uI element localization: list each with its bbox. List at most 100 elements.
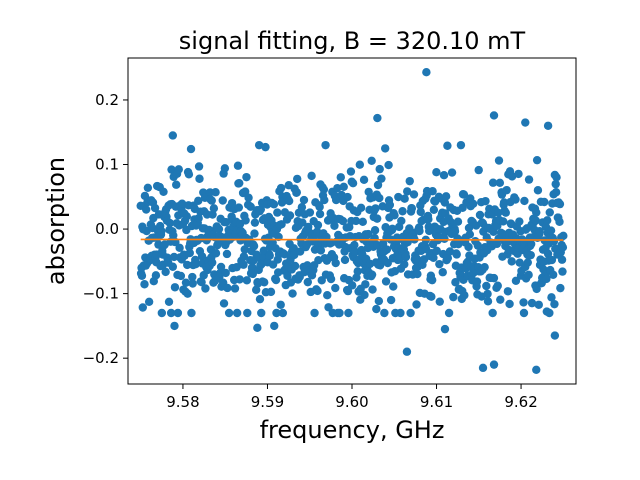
data-point — [519, 308, 529, 318]
data-point — [151, 271, 161, 280]
data-point — [511, 195, 520, 204]
data-point — [377, 174, 386, 183]
data-point — [183, 289, 192, 298]
data-point — [535, 227, 544, 236]
data-point — [351, 216, 361, 226]
data-point — [185, 248, 194, 258]
data-point — [390, 211, 399, 220]
data-point — [364, 229, 373, 239]
data-point — [482, 281, 491, 291]
data-point — [194, 162, 204, 171]
data-point — [201, 284, 210, 293]
data-point — [380, 308, 389, 318]
data-point — [407, 204, 417, 213]
data-point — [266, 287, 276, 297]
data-point — [505, 299, 514, 309]
data-point — [207, 258, 217, 267]
data-point — [248, 263, 257, 272]
data-point — [559, 231, 568, 241]
data-point — [543, 121, 553, 130]
data-point — [209, 204, 219, 213]
data-point — [452, 250, 461, 259]
data-point — [375, 193, 384, 203]
data-point — [474, 165, 483, 175]
data-point — [556, 283, 565, 293]
data-point — [324, 303, 333, 312]
data-point — [157, 308, 167, 318]
data-point — [172, 180, 181, 189]
data-point — [526, 250, 535, 260]
data-point — [501, 208, 510, 217]
data-point — [164, 297, 174, 307]
data-point — [488, 308, 497, 318]
data-point — [483, 297, 493, 306]
data-point — [454, 239, 463, 249]
data-point — [520, 196, 529, 206]
data-point — [547, 255, 557, 265]
data-point — [400, 194, 409, 203]
data-point — [440, 324, 450, 334]
data-point — [249, 241, 259, 251]
data-point — [182, 212, 191, 221]
data-point — [343, 286, 353, 296]
data-point — [432, 246, 442, 256]
x-tick-label: 9.59 — [251, 393, 284, 411]
data-point — [415, 226, 424, 236]
data-point — [515, 217, 524, 226]
data-point — [176, 271, 186, 281]
y-tick-label: −0.2 — [83, 349, 119, 367]
data-point — [280, 250, 289, 259]
data-point — [381, 144, 390, 153]
data-point — [207, 196, 216, 205]
data-point — [170, 321, 179, 331]
data-point — [319, 185, 329, 194]
data-point — [234, 203, 244, 212]
data-point — [370, 226, 380, 235]
data-point — [555, 217, 564, 226]
data-point — [221, 217, 231, 227]
data-point — [440, 234, 449, 243]
data-point — [313, 286, 322, 296]
data-point — [524, 270, 533, 280]
data-point — [489, 273, 499, 283]
data-point — [450, 227, 460, 236]
data-point — [321, 140, 330, 150]
data-point — [524, 175, 534, 184]
data-point — [382, 245, 392, 254]
data-point — [285, 211, 295, 220]
data-point — [265, 251, 274, 260]
data-point — [331, 258, 340, 268]
data-point — [290, 261, 300, 271]
data-point — [310, 308, 319, 318]
data-point — [360, 290, 369, 300]
data-point — [208, 210, 217, 219]
y-tick-label: 0.0 — [95, 220, 119, 238]
data-point — [333, 183, 342, 193]
data-point — [503, 287, 513, 296]
data-point — [443, 141, 452, 150]
data-point — [460, 291, 469, 300]
data-point — [140, 280, 149, 289]
data-point — [394, 192, 403, 202]
data-point — [348, 281, 357, 290]
y-tick-label: −0.1 — [83, 285, 119, 303]
data-point — [211, 188, 220, 197]
data-point — [441, 192, 451, 201]
data-point — [459, 190, 469, 199]
data-point — [222, 249, 232, 259]
data-point — [371, 204, 380, 213]
data-point — [137, 271, 147, 280]
data-point — [169, 231, 178, 240]
data-point — [412, 254, 422, 264]
data-point — [250, 229, 259, 238]
data-point — [481, 196, 490, 206]
data-point — [521, 118, 530, 127]
data-point — [271, 275, 281, 285]
data-point — [499, 217, 508, 226]
data-point — [232, 308, 242, 318]
data-point — [255, 294, 265, 304]
data-point — [221, 268, 230, 278]
data-point — [331, 195, 341, 205]
data-point — [177, 199, 187, 208]
data-point — [465, 230, 475, 239]
